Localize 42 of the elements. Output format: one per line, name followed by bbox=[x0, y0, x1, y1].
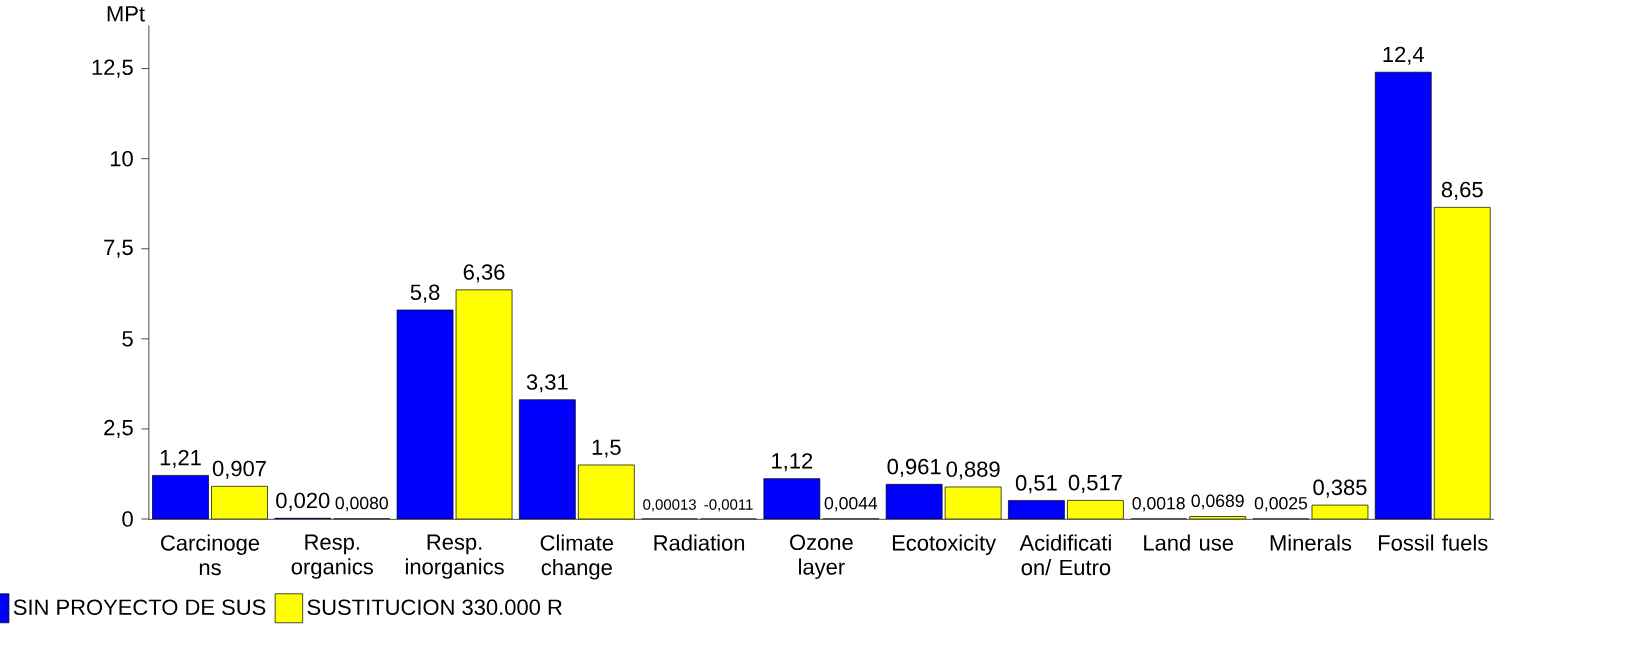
legend-label: SIN PROYECTO DE SUS bbox=[13, 599, 266, 616]
y-tick-label: 5 bbox=[122, 331, 133, 347]
y-tick-label: 10 bbox=[110, 150, 133, 167]
x-tick-label: Climate change bbox=[540, 534, 614, 580]
data-label: 0,0025 bbox=[1254, 497, 1308, 512]
data-label: 0,020 bbox=[276, 492, 330, 511]
data-label: 1,5 bbox=[592, 439, 621, 458]
data-label: 1,12 bbox=[772, 453, 813, 472]
y-tick-label: 2,5 bbox=[104, 419, 133, 438]
data-label: 0,907 bbox=[212, 460, 266, 479]
x-tick-label: Ecotoxicity bbox=[892, 534, 997, 555]
data-label: 0,0018 bbox=[1132, 497, 1185, 512]
data-label: 0,889 bbox=[946, 461, 1000, 480]
x-tick-label: Ozone layer bbox=[790, 534, 853, 580]
data-label: 0,385 bbox=[1313, 479, 1367, 498]
x-tick-label: Resp. inorganics bbox=[405, 534, 504, 579]
data-label: 0,00013 bbox=[643, 499, 696, 512]
data-label: 12,4 bbox=[1383, 46, 1424, 65]
data-label: 0,0044 bbox=[824, 496, 878, 512]
y-tick-label: 12,5 bbox=[92, 59, 133, 78]
data-label: 0,517 bbox=[1068, 474, 1122, 493]
x-tick-label: Minerals bbox=[1270, 534, 1352, 551]
data-label: 0,0689 bbox=[1191, 494, 1244, 510]
data-label: 1,21 bbox=[160, 449, 201, 469]
data-label: 0,51 bbox=[1015, 475, 1057, 494]
x-tick-label: Fossil fuels bbox=[1378, 534, 1488, 551]
y-axis-title: MPt bbox=[107, 6, 145, 22]
data-label: 0,961 bbox=[887, 458, 941, 477]
y-tick-label: 7,5 bbox=[104, 239, 133, 258]
y-tick-label: 0 bbox=[122, 511, 133, 527]
x-tick-label: Carcinoge ns bbox=[161, 534, 260, 576]
x-tick-label: Resp. organics bbox=[291, 534, 373, 579]
data-label: 5,8 bbox=[410, 284, 440, 303]
x-tick-label: Radiation bbox=[654, 534, 745, 551]
data-label: 0,0080 bbox=[335, 496, 388, 512]
x-tick-label: Acidificati on/ Eutro bbox=[1019, 534, 1111, 576]
data-label: 8,65 bbox=[1441, 181, 1483, 200]
legend-label: SUSTITUCION 330.000 R bbox=[307, 599, 562, 616]
data-label: 3,31 bbox=[526, 374, 568, 393]
data-label: -0,0011 bbox=[704, 499, 753, 512]
x-tick-label: Land use bbox=[1144, 534, 1233, 551]
data-label: 6,36 bbox=[463, 264, 505, 283]
